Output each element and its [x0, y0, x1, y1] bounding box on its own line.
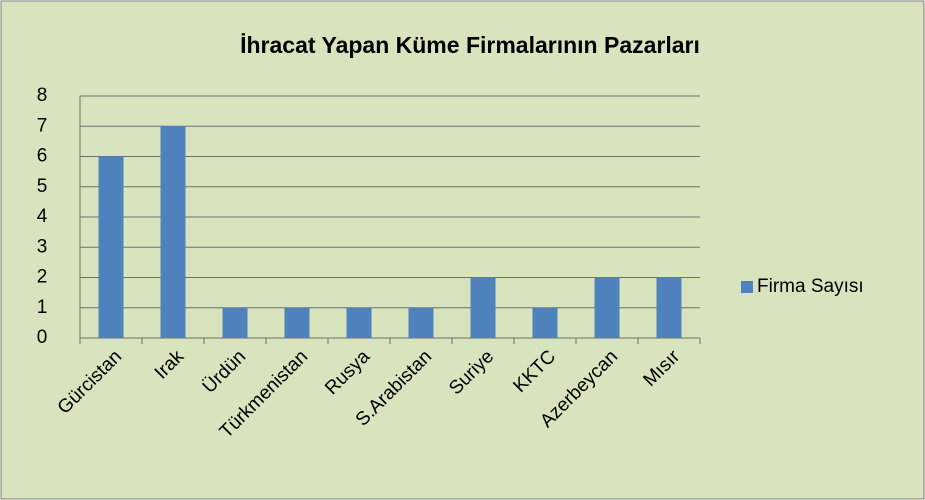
y-tick-label: 1	[37, 297, 48, 318]
y-tick-label: 0	[37, 327, 48, 348]
y-tick-label: 3	[37, 236, 48, 257]
bar	[284, 307, 310, 338]
y-tick-label: 8	[37, 85, 48, 106]
legend-label: Firma Sayısı	[757, 276, 864, 297]
y-tick-label: 4	[37, 206, 48, 227]
y-tick-label: 5	[37, 176, 48, 197]
bar	[470, 277, 496, 338]
bar	[346, 307, 372, 338]
bar	[408, 307, 434, 338]
y-tick-label: 6	[37, 146, 48, 167]
y-tick-label: 7	[37, 115, 48, 136]
y-tick-label: 2	[37, 267, 48, 288]
bar	[222, 307, 248, 338]
chart-title: İhracat Yapan Küme Firmalarının Pazarlar…	[240, 32, 700, 58]
bar	[98, 156, 124, 338]
bar	[656, 277, 682, 338]
bar	[532, 307, 558, 338]
legend-swatch	[741, 281, 753, 293]
bar	[160, 126, 186, 338]
bar	[594, 277, 620, 338]
